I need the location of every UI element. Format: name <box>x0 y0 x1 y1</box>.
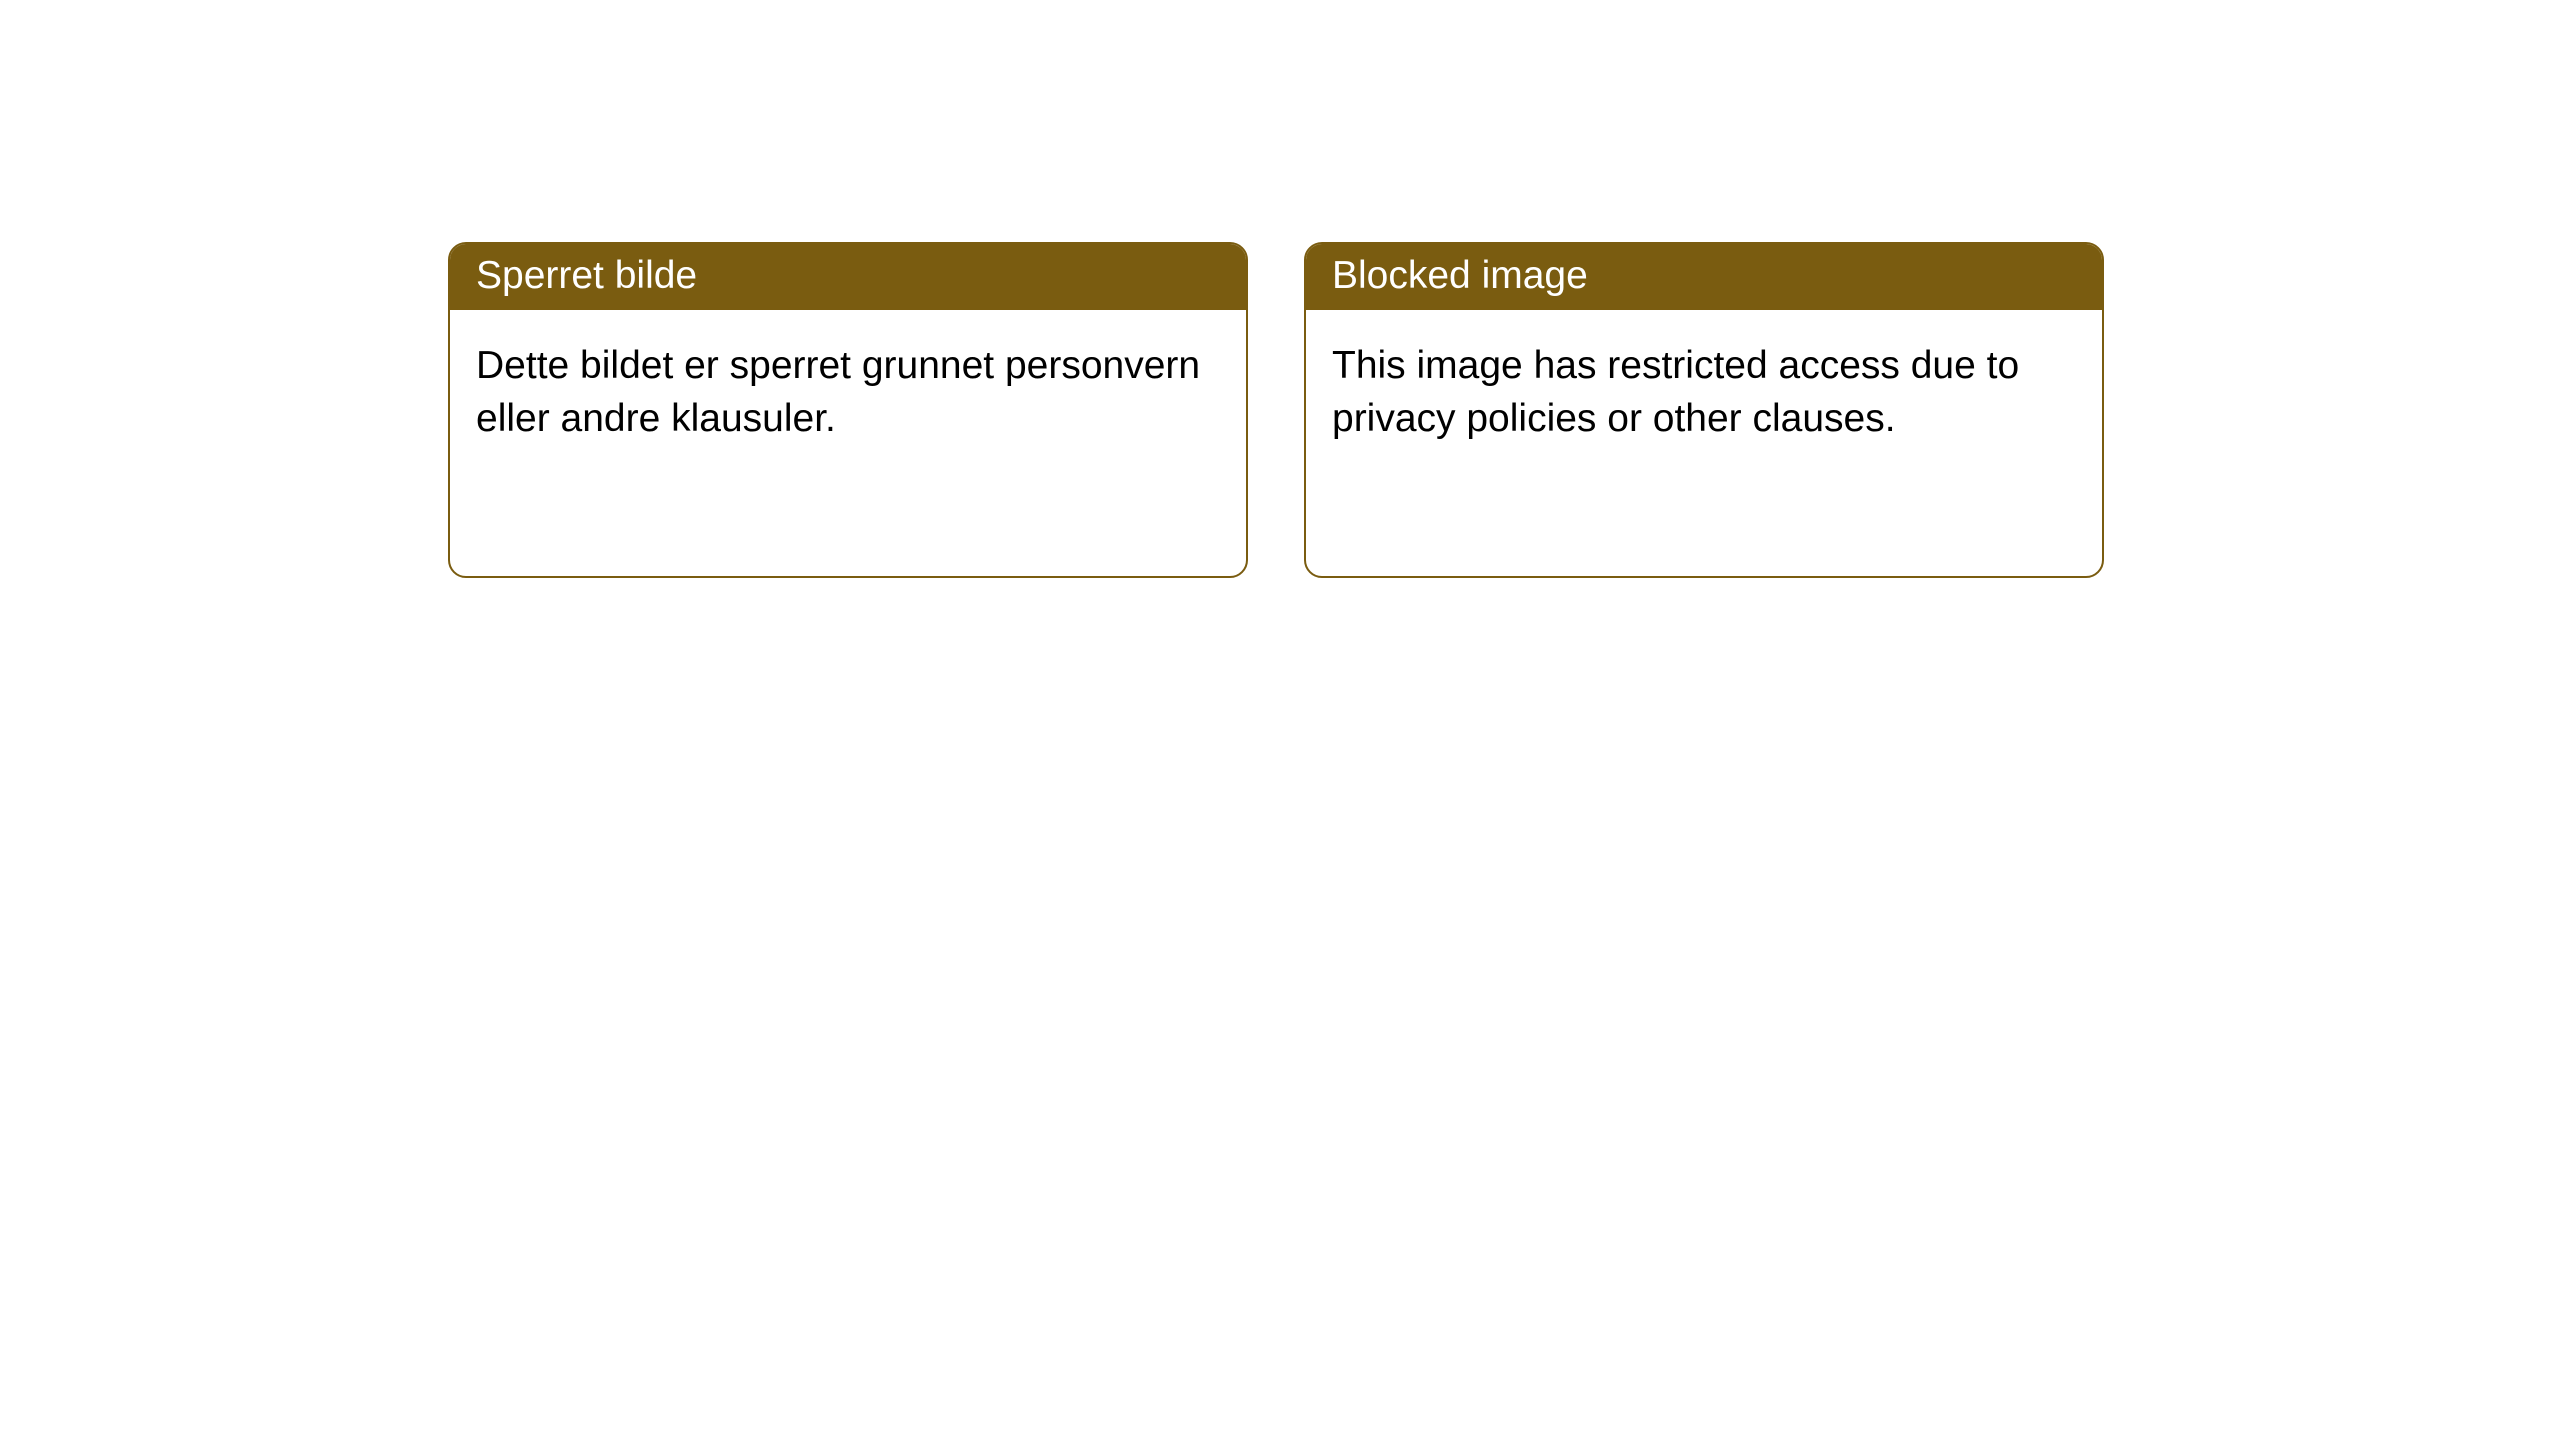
card-norwegian: Sperret bilde Dette bildet er sperret gr… <box>448 242 1248 578</box>
card-english: Blocked image This image has restricted … <box>1304 242 2104 578</box>
card-body-english: This image has restricted access due to … <box>1306 310 2102 475</box>
card-message: This image has restricted access due to … <box>1332 344 2019 440</box>
card-body-norwegian: Dette bildet er sperret grunnet personve… <box>450 310 1246 475</box>
card-title: Blocked image <box>1332 254 1588 297</box>
card-header-english: Blocked image <box>1306 244 2102 310</box>
blocked-image-cards: Sperret bilde Dette bildet er sperret gr… <box>0 0 2560 578</box>
card-message: Dette bildet er sperret grunnet personve… <box>476 344 1200 440</box>
card-header-norwegian: Sperret bilde <box>450 244 1246 310</box>
card-title: Sperret bilde <box>476 254 697 297</box>
